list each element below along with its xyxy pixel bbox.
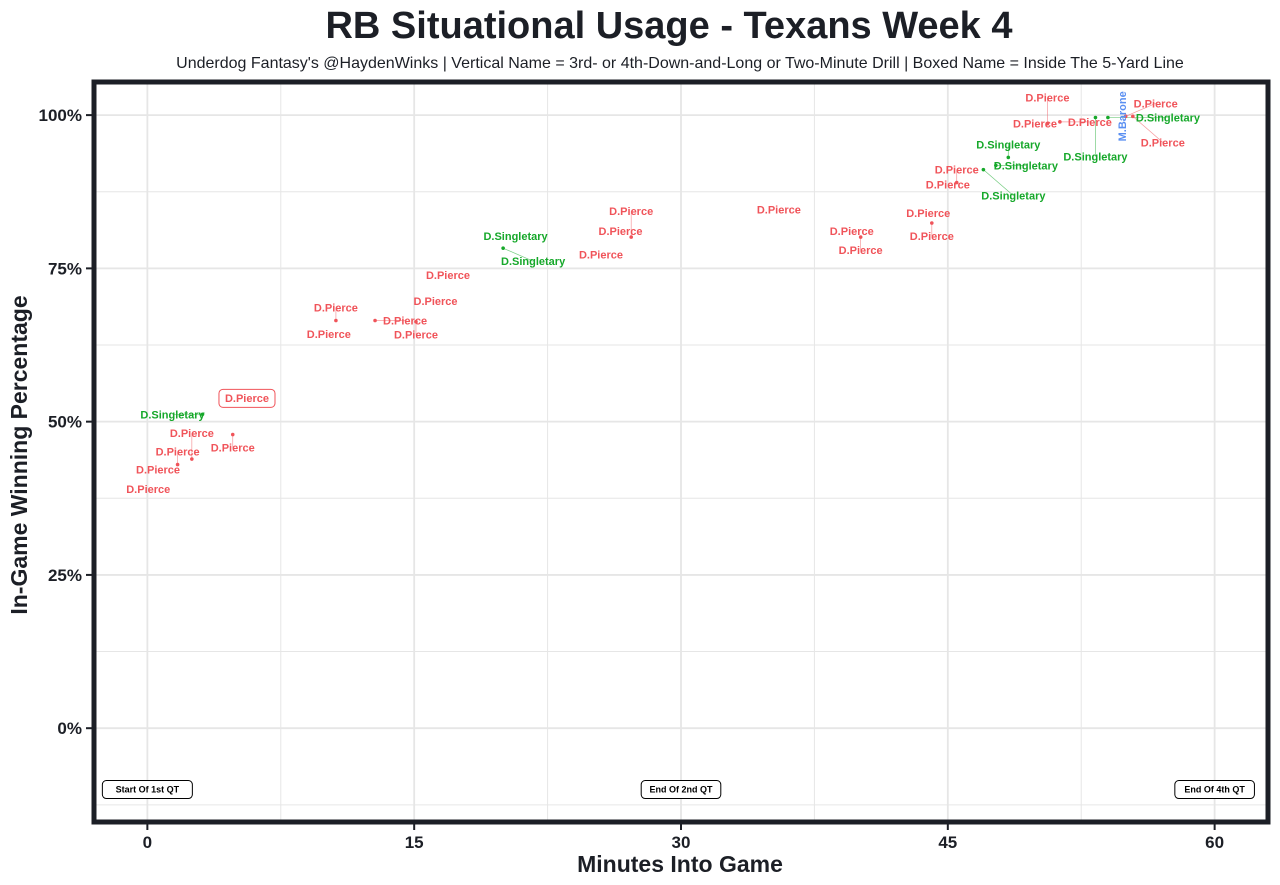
- data-point-label: D.Pierce: [394, 330, 438, 342]
- x-tick-label: 0: [143, 833, 152, 852]
- y-tick-label: 0%: [57, 719, 82, 738]
- data-point-marker: [334, 318, 338, 323]
- data-point-marker: [1123, 114, 1128, 119]
- data-point-label: D.Pierce: [599, 226, 643, 238]
- data-point-label: D.Pierce: [1134, 98, 1178, 110]
- data-point-label: D.Singletary: [483, 231, 548, 243]
- data-point-label: D.Pierce: [609, 206, 653, 218]
- data-point-marker: [930, 221, 934, 225]
- chart-title: RB Situational Usage - Texans Week 4: [325, 5, 1012, 47]
- y-tick-label: 75%: [48, 259, 82, 278]
- annotation-box: [640, 780, 722, 800]
- data-point-label: D.Pierce: [1068, 117, 1112, 129]
- data-point-marker: [954, 180, 959, 185]
- data-point-label: D.Pierce: [170, 428, 214, 440]
- data-point-marker: [1093, 115, 1098, 120]
- data-point-label: D.Singletary: [994, 160, 1059, 172]
- annotation-label: End Of 2nd QT: [650, 785, 713, 795]
- data-point-label: D.Pierce: [935, 165, 979, 177]
- data-point-label: D.Pierce: [757, 205, 801, 217]
- annotation-box: [101, 780, 193, 800]
- label-leader-line: [502, 247, 534, 262]
- data-point-marker: [1006, 155, 1011, 160]
- data-point-marker: [230, 432, 235, 437]
- data-point-label: D.Pierce: [126, 484, 170, 496]
- data-point-marker: [994, 163, 998, 168]
- data-point-label: D.Pierce: [1013, 119, 1057, 131]
- x-tick-label: 30: [672, 833, 691, 852]
- data-point-label: D.Pierce: [156, 447, 200, 459]
- data-point-label: D.Pierce: [1025, 93, 1069, 105]
- annotation-box: [1174, 780, 1255, 800]
- label-leader-line: [1132, 116, 1164, 143]
- data-point-label: D.Pierce: [926, 179, 970, 191]
- data-point-label: D.Pierce: [839, 245, 883, 257]
- label-leader-line: [1125, 103, 1156, 117]
- data-point-marker: [1106, 115, 1110, 120]
- boxed-point-frame: [218, 388, 276, 408]
- data-point-marker: [858, 235, 863, 239]
- data-point-label: D.Pierce: [211, 443, 255, 455]
- y-tick-label: 50%: [48, 413, 82, 432]
- panel-border: [91, 79, 1271, 825]
- data-point-label: D.Pierce: [383, 315, 427, 327]
- data-point-marker: [373, 318, 377, 323]
- data-point-marker: [1131, 114, 1135, 119]
- y-tick-label: 100%: [39, 106, 82, 125]
- data-point-marker: [1058, 120, 1062, 124]
- data-point-label: D.Pierce: [1141, 137, 1185, 149]
- data-point-marker: [414, 319, 418, 324]
- y-axis-label: In-Game Winning Percentage: [6, 295, 32, 614]
- data-point-label: D.Pierce: [910, 231, 954, 243]
- data-point-label: D.Pierce: [579, 249, 623, 261]
- data-point-label: D.Pierce: [314, 302, 358, 314]
- data-point-label: D.Singletary: [1136, 113, 1201, 125]
- y-tick-label: 25%: [48, 566, 82, 585]
- data-point-marker: [981, 167, 986, 172]
- data-point-label: D.Singletary: [140, 409, 205, 421]
- data-point-label: D.Pierce: [225, 393, 269, 405]
- data-point-label: M.Barone: [1117, 91, 1129, 141]
- chart-subtitle: Underdog Fantasy's @HaydenWinks | Vertic…: [176, 55, 1184, 72]
- data-point-marker: [190, 457, 194, 461]
- data-point-marker: [501, 246, 505, 250]
- x-tick-label: 60: [1205, 833, 1224, 852]
- data-point-marker: [1045, 121, 1050, 126]
- data-point-marker: [175, 462, 180, 467]
- data-point-label: D.Pierce: [307, 329, 351, 341]
- data-point-label: D.Pierce: [426, 270, 470, 282]
- data-point-label: D.Singletary: [1063, 152, 1128, 164]
- x-axis-label: Minutes Into Game: [577, 851, 783, 877]
- data-point-label: D.Pierce: [906, 208, 950, 220]
- x-tick-label: 15: [405, 833, 424, 852]
- data-point-label: D.Pierce: [414, 296, 458, 308]
- annotation-label: Start Of 1st QT: [116, 785, 180, 795]
- data-point-label: D.Pierce: [136, 464, 180, 476]
- label-leader-line: [983, 169, 1014, 196]
- x-tick-label: 45: [938, 833, 957, 852]
- data-point-marker: [200, 412, 205, 417]
- annotation-label: End Of 4th QT: [1184, 785, 1245, 795]
- data-point-marker: [629, 235, 633, 239]
- data-point-label: D.Singletary: [976, 139, 1041, 151]
- data-point-label: D.Pierce: [830, 226, 874, 238]
- data-point-label: D.Singletary: [981, 191, 1046, 203]
- data-point-label: D.Singletary: [501, 256, 566, 268]
